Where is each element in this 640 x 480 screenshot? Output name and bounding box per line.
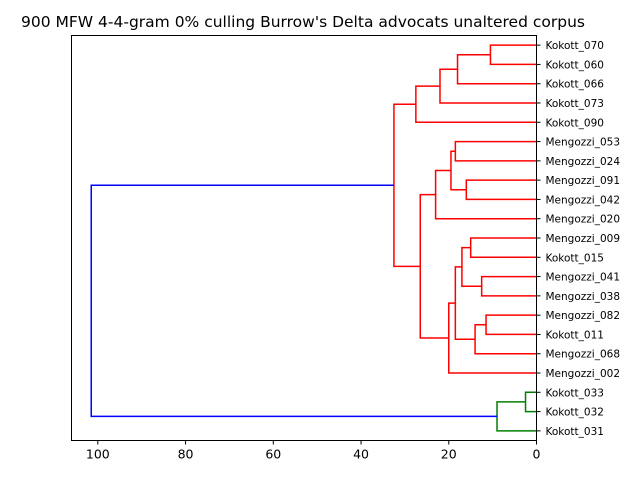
leaf-label: Kokott_060 <box>546 59 604 71</box>
x-tick-label: 20 <box>441 447 457 462</box>
leaf-label: Mengozzi_091 <box>546 175 621 187</box>
link-n13 <box>474 324 537 355</box>
x-tick-label: 100 <box>86 447 110 462</box>
chart-title: 900 MFW 4-4-gram 0% culling Burrow's Del… <box>21 13 585 31</box>
x-tick-label: 0 <box>533 447 541 462</box>
link-n19 <box>496 401 537 432</box>
leaf-label: Mengozzi_042 <box>546 194 621 206</box>
x-tick-label: 60 <box>265 447 281 462</box>
dendrogram-links <box>90 44 537 432</box>
leaf-label: Mengozzi_002 <box>546 368 621 380</box>
x-axis: 100 80 60 40 20 0 <box>86 440 541 462</box>
link-n4 <box>415 85 537 124</box>
leaf-label: Mengozzi_041 <box>546 272 621 284</box>
leaf-label: Kokott_090 <box>546 117 604 129</box>
x-tick-label: 80 <box>178 447 194 462</box>
link-n14 <box>454 266 476 340</box>
link-n10 <box>480 275 537 297</box>
link-n6 <box>465 179 537 201</box>
leaf-label: Kokott_066 <box>546 79 605 91</box>
link-n16 <box>419 193 449 339</box>
link-n3 <box>439 68 537 104</box>
leaf-label: Kokott_073 <box>546 98 604 110</box>
leaf-label: Kokott_015 <box>546 252 604 264</box>
leaf-label: Mengozzi_038 <box>546 291 621 303</box>
plot-frame <box>71 35 537 441</box>
leaf-labels: Kokott_070 Kokott_060 Kokott_066 Kokott_073… <box>536 40 621 438</box>
link-n18 <box>524 391 537 413</box>
leaf-label: Mengozzi_068 <box>546 349 621 361</box>
leaf-label: Mengozzi_024 <box>546 156 621 168</box>
leaf-label: Kokott_070 <box>546 40 604 52</box>
link-n15 <box>448 302 537 374</box>
leaf-label: Mengozzi_082 <box>546 310 621 322</box>
link-n2 <box>456 54 537 85</box>
leaf-label: Kokott_032 <box>546 407 604 419</box>
link-n8 <box>434 169 537 220</box>
link-n12 <box>485 314 537 336</box>
leaf-label: Mengozzi_009 <box>546 233 621 245</box>
link-n7 <box>450 150 467 191</box>
link-n17 <box>393 103 421 268</box>
leaf-label: Kokott_031 <box>546 426 604 438</box>
link-n11 <box>461 246 482 287</box>
link-n1 <box>489 44 537 66</box>
leaf-label: Kokott_011 <box>546 329 604 341</box>
leaf-label: Kokott_033 <box>546 387 604 399</box>
link-n9 <box>469 237 537 259</box>
link-n5 <box>454 140 537 162</box>
x-tick-label: 40 <box>353 447 369 462</box>
leaf-label: Mengozzi_020 <box>546 214 621 226</box>
leaf-label: Mengozzi_053 <box>546 137 621 149</box>
link-n20 <box>90 184 498 418</box>
